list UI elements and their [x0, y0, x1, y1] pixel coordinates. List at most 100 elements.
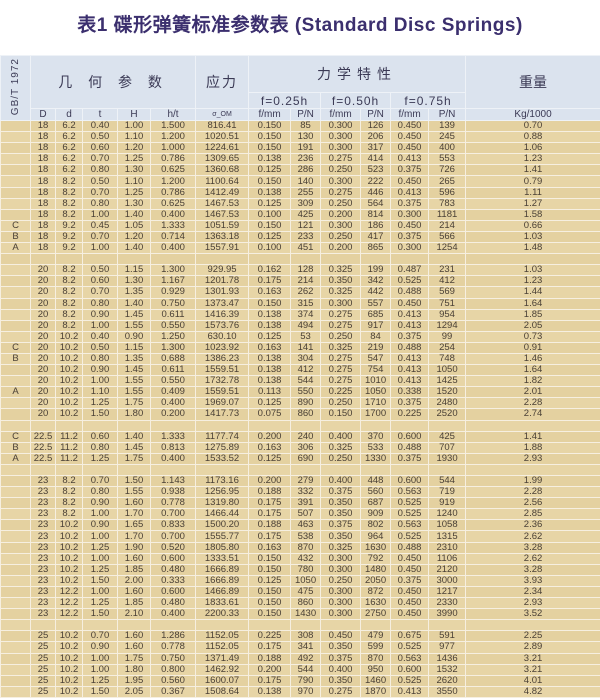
cell-d-inner: 11.2: [55, 452, 83, 465]
cell-weight: 3.28: [465, 541, 600, 554]
cell-weight: [465, 463, 600, 477]
cell-height: 1.80: [117, 408, 151, 421]
cell-thickness: 0.70: [82, 153, 118, 166]
cell-d-inner: 10.2: [55, 541, 83, 554]
cell-f1: 0.150: [248, 585, 292, 599]
cell-p2: 1050: [360, 386, 392, 399]
cell-p2: 754: [360, 364, 392, 377]
cell-p2: 186: [360, 219, 392, 232]
cell-h-t-ratio: 1.167: [149, 275, 197, 288]
cell-h-t-ratio: [149, 419, 197, 432]
cell-f2: [320, 253, 362, 266]
cell-thickness: 0.50: [82, 264, 118, 277]
cell-height: 2.05: [117, 685, 151, 698]
cell-stress: 1386.23: [195, 352, 250, 366]
cell-h-t-ratio: 0.800: [149, 663, 197, 676]
cell-h-t-ratio: 1.333: [149, 219, 197, 232]
cell-height: 1.45: [117, 441, 151, 454]
series-mark: [0, 208, 31, 221]
cell-stress: 1732.78: [195, 375, 250, 388]
cell-weight: 1.23: [465, 275, 600, 288]
cell-d-inner: 10.2: [55, 397, 83, 410]
cell-p2: 1870: [360, 685, 392, 698]
cell-h-t-ratio: 0.750: [149, 652, 197, 665]
cell-f1: 0.150: [248, 219, 292, 232]
cell-p1: 870: [290, 541, 322, 554]
cell-f3: 0.563: [390, 652, 430, 665]
table-row: 23 8.2 0.80 1.55 0.938 1256.95 0.188 332 0.375 56…: [0, 486, 600, 499]
cell-h-t-ratio: 1.500: [149, 119, 197, 133]
cell-p3: 919: [428, 497, 467, 510]
cell-stress: 1173.16: [195, 474, 250, 488]
cell-thickness: 0.90: [82, 308, 118, 321]
cell-stress: 1417.73: [195, 408, 250, 421]
cell-f2: 0.300: [320, 597, 362, 610]
cell-h-t-ratio: 0.700: [149, 508, 197, 521]
cell-d-outer: 18: [30, 153, 56, 166]
series-mark: C: [0, 341, 31, 354]
series-mark: C: [0, 219, 31, 232]
cell-f3: 0.488: [390, 441, 430, 454]
cell-f2: 0.300: [320, 175, 362, 188]
cell-stress: 1023.92: [195, 341, 250, 354]
cell-h-t-ratio: 1.200: [149, 175, 197, 188]
cell-weight: 2.85: [465, 508, 600, 521]
cell-thickness: 0.50: [82, 175, 118, 188]
cell-p3: 3550: [428, 685, 467, 698]
cell-thickness: 1.00: [82, 242, 118, 255]
cell-p2: 792: [360, 552, 392, 565]
cell-f2: 0.350: [320, 674, 362, 687]
cell-h-t-ratio: 1.333: [149, 430, 197, 443]
cell-f1: 0.225: [248, 630, 292, 643]
cell-p2: 533: [360, 441, 392, 454]
cell-stress: [195, 619, 250, 632]
cell-f3: 0.525: [390, 497, 430, 510]
cell-height: 1.60: [117, 641, 151, 654]
cell-thickness: 0.80: [82, 197, 118, 210]
series-mark: [0, 508, 31, 521]
cell-d-inner: 10.2: [55, 530, 83, 543]
cell-f1: 0.200: [248, 474, 292, 488]
cell-stress: 1500.20: [195, 519, 250, 532]
cell-d-inner: 8.2: [55, 208, 83, 221]
cell-f1: 0.150: [248, 608, 292, 621]
cell-thickness: 0.60: [82, 142, 118, 155]
cell-d-inner: 6.2: [55, 131, 83, 144]
table-row: C 20 10.2 0.50 1.15 1.300 1023.92 0.163 141 0.325…: [0, 341, 600, 354]
cell-p1: 191: [290, 142, 322, 155]
spacer-row: [0, 419, 600, 432]
cell-f2: 0.325: [320, 341, 362, 354]
cell-p3: 553: [428, 153, 467, 166]
cell-d-outer: 25: [30, 652, 56, 665]
table-row: B 20 10.2 0.80 1.35 0.688 1386.23 0.138 304 0.275…: [0, 352, 600, 366]
cell-p3: [428, 463, 467, 477]
cell-thickness: 0.60: [82, 275, 118, 288]
table-row: 23 12.2 1.25 1.85 0.480 1833.61 0.150 860 0.300 1…: [0, 597, 600, 610]
cell-f1: 0.125: [248, 574, 292, 587]
cell-d-outer: [30, 619, 56, 632]
table-row: 20 10.2 1.50 1.80 0.200 1417.73 0.075 860 0.150 1…: [0, 408, 600, 421]
cell-p3: [428, 253, 467, 266]
cell-f1: 0.188: [248, 519, 292, 532]
cell-stress: 1373.47: [195, 297, 250, 310]
cell-p3: 139: [428, 119, 467, 133]
cell-p3: 425: [428, 430, 467, 443]
cell-p2: [360, 419, 392, 432]
cell-stress: 2200.33: [195, 608, 250, 621]
cell-weight: 1.44: [465, 286, 600, 299]
cell-d-outer: 22.5: [30, 452, 56, 465]
cell-weight: [465, 253, 600, 266]
cell-f1: 0.200: [248, 663, 292, 676]
cell-height: 1.30: [117, 197, 151, 210]
cell-p2: 802: [360, 519, 392, 532]
cell-p2: 370: [360, 430, 392, 443]
cell-d-outer: 23: [30, 585, 56, 599]
cell-stress: 1301.93: [195, 286, 250, 299]
cell-f1: 0.150: [248, 119, 292, 133]
cell-d-inner: [55, 419, 83, 432]
table-row: C 22.5 11.2 0.60 1.40 1.333 1177.74 0.200 240 0.4…: [0, 430, 600, 443]
cell-thickness: 0.70: [82, 230, 118, 244]
cell-stress: 1100.64: [195, 175, 250, 188]
cell-height: 1.20: [117, 230, 151, 244]
cell-p1: 544: [290, 663, 322, 676]
